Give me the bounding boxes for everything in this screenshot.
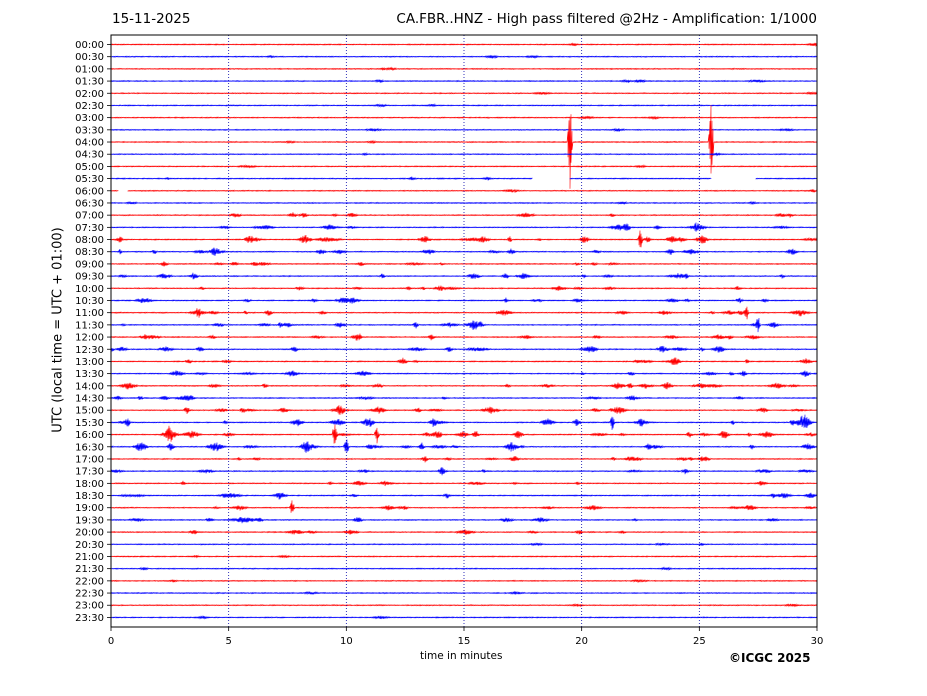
y-tick-label: 01:00: [75, 64, 104, 75]
x-axis-label: time in minutes: [420, 650, 503, 662]
trace-row: [110, 566, 818, 572]
trace-row: [110, 529, 818, 535]
trace-lines: [110, 42, 818, 620]
trace-row: [110, 578, 818, 583]
trace-row: [110, 91, 818, 96]
trace-row: [110, 370, 818, 377]
trace-row: [110, 382, 818, 390]
trace-row: [110, 480, 818, 487]
y-tick-label: 02:30: [75, 101, 104, 112]
y-tick-label: 08:30: [75, 247, 104, 258]
y-tick-label: 23:00: [75, 601, 104, 612]
x-tick-label: 20: [575, 636, 588, 647]
trace-row: [110, 467, 818, 476]
y-tick-label: 05:00: [75, 162, 104, 173]
y-tick-label: 07:30: [75, 223, 104, 234]
trace-row: [110, 306, 818, 320]
y-tick-label: 00:30: [75, 52, 104, 63]
y-tick-label: 00:00: [75, 40, 104, 51]
y-tick-label: 02:00: [75, 89, 104, 100]
trace-row: [110, 554, 818, 559]
y-tick-label: 19:00: [75, 503, 104, 514]
trace-row: [110, 164, 818, 169]
y-tick-label: 15:30: [75, 418, 104, 429]
copyright-notice: ©ICGC 2025: [729, 651, 811, 665]
trace-row: [110, 105, 818, 189]
y-tick-label: 04:30: [75, 150, 104, 161]
y-tick-label: 20:30: [75, 540, 104, 551]
y-tick-label: 07:00: [75, 211, 104, 222]
y-tick-label: 15:00: [75, 406, 104, 417]
trace-row: [110, 127, 818, 133]
y-tick-label: 12:30: [75, 345, 104, 356]
y-tick-label: 20:00: [75, 528, 104, 539]
plot-date: 15-11-2025: [112, 11, 191, 27]
y-tick-label: 11:00: [75, 308, 104, 319]
y-tick-label: 13:30: [75, 369, 104, 380]
x-tick-label: 25: [693, 636, 706, 647]
y-tick-label: 17:30: [75, 467, 104, 478]
trace-row: [110, 500, 818, 513]
y-tick-label: 13:00: [75, 357, 104, 368]
y-tick-label: 18:00: [75, 479, 104, 490]
trace-row: [110, 103, 818, 108]
x-tick-label: 10: [340, 636, 353, 647]
y-tick-label: 08:00: [75, 235, 104, 246]
trace-row: [110, 357, 818, 365]
y-tick-label: 16:00: [75, 430, 104, 441]
x-tick-label: 5: [225, 636, 231, 647]
trace-row: [110, 188, 818, 194]
y-tick-label: 18:30: [75, 491, 104, 502]
y-tick-label: 14:00: [75, 381, 104, 392]
trace-row: [110, 345, 818, 353]
plot-title: CA.FBR..HNZ - High pass filtered @2Hz - …: [396, 11, 817, 27]
y-tick-label: 12:00: [75, 333, 104, 344]
y-tick-label: 21:00: [75, 552, 104, 563]
y-tick-label: 10:00: [75, 284, 104, 295]
y-tick-label: 03:00: [75, 113, 104, 124]
y-tick-label: 11:30: [75, 320, 104, 331]
y-tick-label: 10:30: [75, 296, 104, 307]
trace-row: [110, 176, 818, 181]
trace-row: [110, 272, 818, 280]
y-tick-label: 03:30: [75, 125, 104, 136]
y-tick-label: 01:30: [75, 77, 104, 88]
y-tick-label: 16:30: [75, 442, 104, 453]
y-tick-label: 05:30: [75, 174, 104, 185]
x-tick-label: 30: [811, 636, 824, 647]
y-tick-label: 06:30: [75, 198, 104, 209]
y-tick-label: 19:30: [75, 515, 104, 526]
trace-row: [110, 115, 818, 120]
trace-row: [110, 317, 818, 333]
trace-row: [110, 297, 818, 304]
trace-row: [110, 78, 818, 84]
trace-row: [110, 516, 818, 524]
y-axis-label: UTC (local time = UTC + 01:00): [50, 227, 66, 433]
y-tick-label: 06:00: [75, 186, 104, 197]
y-tick-label: 09:30: [75, 272, 104, 283]
trace-row: [110, 492, 818, 500]
y-tick-label: 09:00: [75, 259, 104, 270]
x-tick-label: 15: [458, 636, 471, 647]
y-tick-label: 14:30: [75, 394, 104, 405]
y-tick-label: 22:00: [75, 576, 104, 587]
y-tick-label: 21:30: [75, 564, 104, 575]
trace-row: [110, 285, 818, 291]
x-tick-label: 0: [108, 636, 114, 647]
x-axis-ticks: 0 5 10 15 20 25 30: [108, 627, 824, 647]
y-tick-label: 23:30: [75, 613, 104, 624]
trace-row: [110, 333, 818, 341]
trace-row: [110, 542, 818, 547]
y-tick-label: 17:00: [75, 454, 104, 465]
y-tick-label: 04:00: [75, 138, 104, 149]
minute-gridlines: [228, 35, 700, 627]
y-tick-label: 22:30: [75, 589, 104, 600]
trace-row: [110, 151, 818, 157]
